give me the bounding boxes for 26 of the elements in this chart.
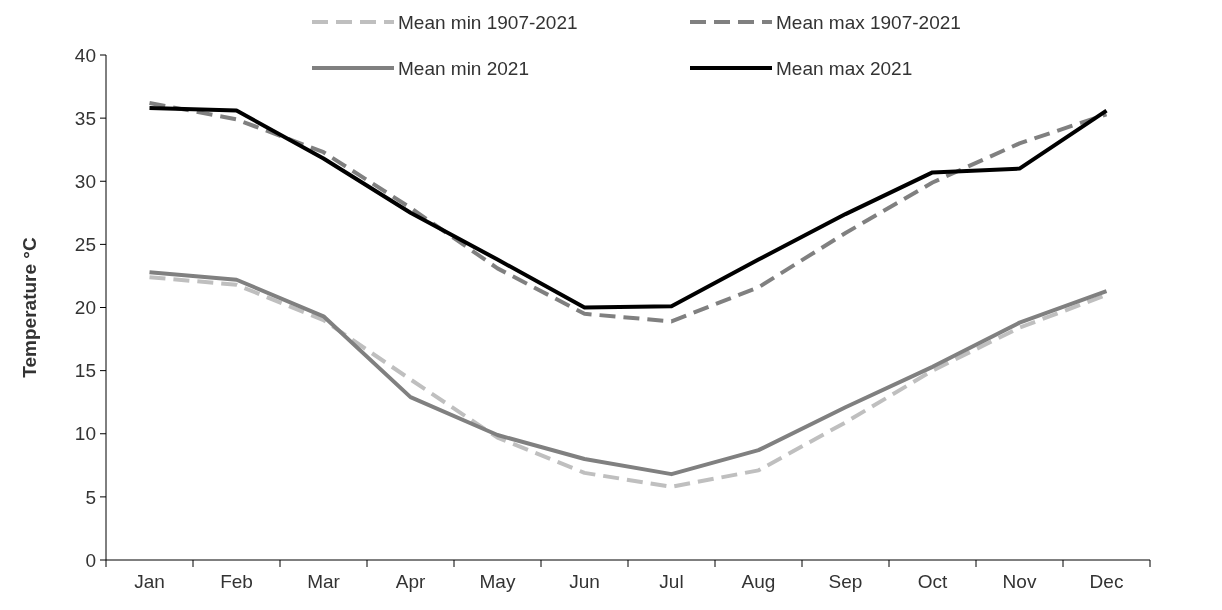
y-tick-label: 20: [74, 297, 96, 319]
x-tick-label: Jul: [659, 571, 684, 592]
x-tick-label: Jan: [134, 571, 165, 592]
x-tick-label: Jun: [569, 571, 600, 592]
x-tick-label: Nov: [1002, 571, 1037, 592]
y-tick-label: 25: [74, 234, 96, 256]
y-tick-label: 0: [85, 549, 96, 571]
y-tick-label: 15: [74, 360, 96, 382]
legend-label: Mean min 1907-2021: [398, 11, 578, 33]
legend-label: Mean min 2021: [398, 57, 529, 79]
y-tick-label: 5: [85, 486, 96, 508]
y-tick-label: 35: [74, 107, 96, 129]
x-tick-label: Feb: [220, 571, 253, 592]
y-tick-label: 10: [74, 423, 96, 445]
legend-label: Mean max 1907-2021: [776, 11, 961, 33]
y-tick-label: 30: [74, 170, 96, 192]
x-tick-label: May: [479, 571, 516, 592]
y-tick-label: 40: [74, 44, 96, 66]
x-tick-label: Sep: [828, 571, 863, 592]
y-axis-title: Temperature °C: [19, 237, 40, 378]
x-tick-label: Apr: [395, 571, 426, 592]
x-tick-label: Dec: [1089, 571, 1124, 592]
x-tick-label: Aug: [741, 571, 776, 592]
x-tick-label: Mar: [307, 571, 341, 592]
legend-label: Mean max 2021: [776, 57, 913, 79]
x-tick-label: Oct: [917, 571, 948, 592]
